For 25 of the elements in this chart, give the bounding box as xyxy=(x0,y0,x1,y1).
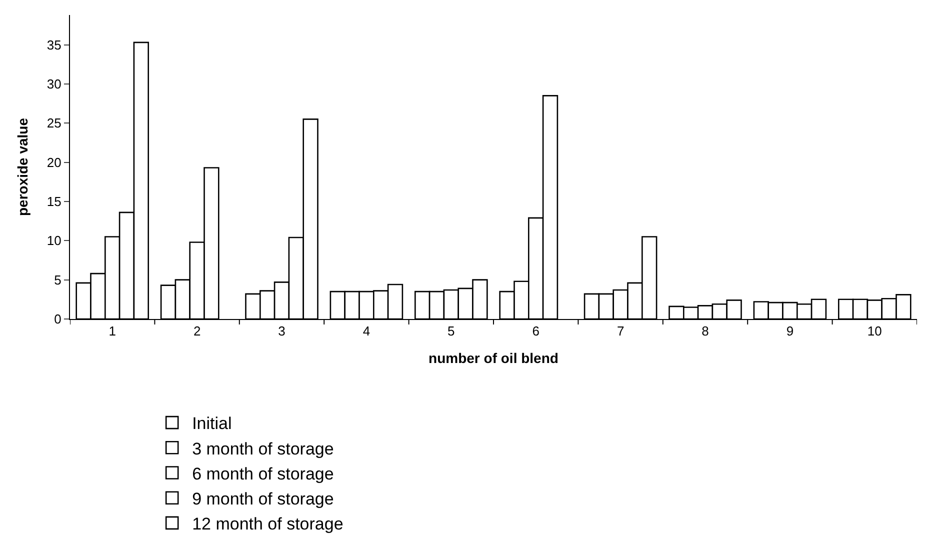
legend-label: 12 month of storage xyxy=(192,514,344,534)
x-tick-label: 6 xyxy=(532,324,540,339)
y-tick-label: 25 xyxy=(46,116,62,131)
y-tick-label: 35 xyxy=(46,37,62,52)
legend-label: 3 month of storage xyxy=(192,439,334,458)
legend-label: Initial xyxy=(192,414,232,434)
x-tick-label: 7 xyxy=(616,324,624,339)
y-tick-label: 15 xyxy=(46,194,62,210)
y-tick-label: 5 xyxy=(54,272,62,288)
x-tick-label: 9 xyxy=(786,324,794,339)
y-tick-label: 20 xyxy=(46,154,62,170)
x-tick-label: 8 xyxy=(702,324,709,339)
x-tick-label: 5 xyxy=(448,324,455,339)
y-tick-label: 10 xyxy=(46,233,62,248)
x-tick-label: 3 xyxy=(278,324,286,339)
x-tick-label: 1 xyxy=(108,324,116,339)
x-tick-label: 2 xyxy=(193,324,201,339)
x-tick-label: 10 xyxy=(867,324,882,339)
x-axis-title: number of oil blend xyxy=(428,350,558,366)
y-tick-label: 30 xyxy=(46,76,62,92)
y-axis-title: peroxide value xyxy=(14,118,31,216)
legend-label: 6 month of storage xyxy=(192,464,334,484)
x-tick-label: 4 xyxy=(362,324,370,339)
y-tick-label: 0 xyxy=(54,312,62,327)
legend-label: 9 month of storage xyxy=(192,489,334,508)
